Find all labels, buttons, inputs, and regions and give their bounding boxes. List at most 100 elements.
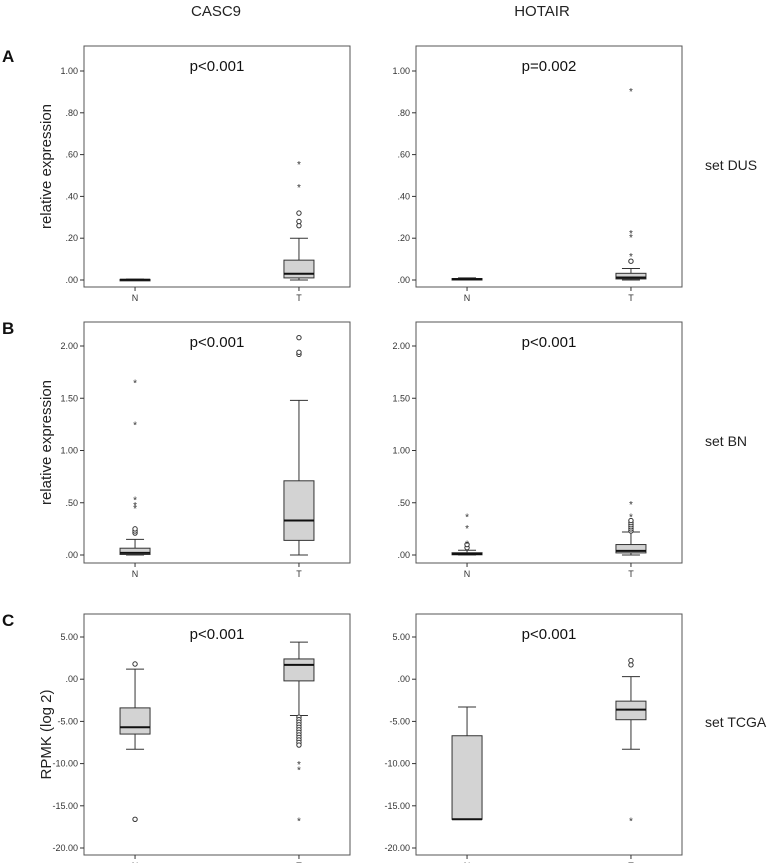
panel-letter-b: B xyxy=(2,319,14,338)
plot-frame xyxy=(415,613,683,856)
y-tick-label: .00 xyxy=(397,674,410,684)
box-iqr xyxy=(615,544,647,554)
extreme-point: * xyxy=(629,233,633,244)
box-iqr xyxy=(119,547,151,555)
extreme-point: * xyxy=(297,183,301,194)
y-tick-label: .00 xyxy=(397,550,410,560)
box-group-t: **** xyxy=(615,87,647,281)
panel-letter-c: C xyxy=(2,611,14,630)
x-tick-label: T xyxy=(296,569,302,579)
extreme-point: * xyxy=(629,512,633,523)
y-tick-label: -20.00 xyxy=(384,843,410,853)
set-label-bn: set BN xyxy=(705,433,747,449)
y-tick-label: 1.50 xyxy=(60,393,78,403)
extreme-point: * xyxy=(629,87,633,98)
column-title-casc9: CASC9 xyxy=(191,3,241,20)
plot-frame xyxy=(83,613,351,856)
y-tick-label: .00 xyxy=(397,275,410,285)
y-tick-label: .00 xyxy=(65,674,78,684)
panel-0: .00 .20 .40 .60 .80 1.00 relative expression p<… xyxy=(38,45,351,303)
outlier-point xyxy=(628,657,634,664)
box-iqr xyxy=(283,259,315,279)
plot-frame xyxy=(415,321,683,564)
box-group-t: ** xyxy=(615,500,647,556)
y-tick-label: 1.00 xyxy=(60,66,78,76)
x-tick-label: N xyxy=(132,861,139,863)
p-value-annotation: p=0.002 xyxy=(522,58,577,75)
outlier-point xyxy=(296,210,302,216)
panel-3: .00.501.001.502.00 p<0.001***N**T xyxy=(392,321,683,579)
extreme-point: * xyxy=(629,252,633,263)
y-tick-label: .20 xyxy=(397,233,410,243)
y-tick-label: .80 xyxy=(65,108,78,118)
y-tick-label: -10.00 xyxy=(52,759,78,769)
x-tick-label: N xyxy=(464,293,471,303)
box-iqr xyxy=(451,735,483,820)
y-tick-label: .20 xyxy=(65,233,78,243)
extreme-point: * xyxy=(133,379,137,390)
y-tick-label: 1.00 xyxy=(392,66,410,76)
box-group-n xyxy=(451,277,483,281)
box-group-n: *** xyxy=(451,512,483,556)
panel-letter-a: A xyxy=(2,47,14,66)
extreme-point: * xyxy=(465,512,469,523)
box-group-t: ** xyxy=(283,160,315,281)
y-tick-label: 5.00 xyxy=(392,632,410,642)
y-axis-label: relative expression xyxy=(38,380,55,505)
extreme-point: * xyxy=(629,816,633,827)
x-tick-label: N xyxy=(132,569,139,579)
y-tick-label: 1.00 xyxy=(392,446,410,456)
set-label-tcga: set TCGA xyxy=(705,714,767,730)
y-tick-label: .00 xyxy=(65,550,78,560)
outlier-point xyxy=(132,661,138,667)
x-tick-label: N xyxy=(132,293,139,303)
outlier-point xyxy=(132,526,138,532)
y-tick-label: .50 xyxy=(65,498,78,508)
x-tick-label: T xyxy=(628,569,634,579)
box-iqr xyxy=(283,658,315,682)
outlier-point xyxy=(296,218,302,225)
x-tick-label: T xyxy=(628,861,634,863)
y-tick-label: .50 xyxy=(397,498,410,508)
box-group-n xyxy=(451,706,483,821)
y-tick-label: 2.00 xyxy=(392,341,410,351)
extreme-point: * xyxy=(133,496,137,507)
y-tick-label: .60 xyxy=(397,150,410,160)
y-tick-label: 5.00 xyxy=(60,632,78,642)
extreme-point: * xyxy=(297,766,301,777)
y-tick-label: -5.00 xyxy=(389,716,410,726)
y-tick-label: .00 xyxy=(65,275,78,285)
x-tick-label: N xyxy=(464,569,471,579)
outlier-point xyxy=(132,816,138,823)
extreme-point: * xyxy=(465,524,469,535)
box-group-t: * xyxy=(615,657,647,827)
column-title-hotair: HOTAIR xyxy=(514,3,570,20)
extreme-point: * xyxy=(465,539,469,550)
box-iqr xyxy=(615,272,647,280)
y-tick-label: .80 xyxy=(397,108,410,118)
outlier-point xyxy=(628,517,634,524)
set-label-dus: set DUS xyxy=(705,157,757,173)
p-value-annotation: p<0.001 xyxy=(522,334,577,351)
extreme-point: * xyxy=(297,160,301,171)
panels: .00 .20 .40 .60 .80 1.00 relative expression p<… xyxy=(38,45,683,863)
y-axis-label: RPMK (log 2) xyxy=(38,689,55,779)
extreme-point: * xyxy=(133,504,137,515)
panel-5: -20.00 -15.00 -10.00 -5.00 .00 5.00 p<0.001 N * T xyxy=(384,613,683,863)
outlier-point xyxy=(296,742,302,748)
plot-frame xyxy=(415,45,683,288)
extreme-point: * xyxy=(629,500,633,511)
plot-frame xyxy=(83,321,351,564)
plot-frame xyxy=(83,45,351,288)
box-group-t xyxy=(283,334,315,556)
extreme-point: * xyxy=(297,816,301,827)
box-iqr xyxy=(283,480,315,541)
box-group-n xyxy=(119,661,151,823)
x-tick-label: T xyxy=(628,293,634,303)
y-tick-label: .60 xyxy=(65,150,78,160)
box-group-n: ***** xyxy=(119,379,151,556)
p-value-annotation: p<0.001 xyxy=(190,626,245,643)
p-value-annotation: p<0.001 xyxy=(190,334,245,351)
panel-2: .00 .50 1.00 1.50 2.00 relative expression p<0… xyxy=(38,321,351,579)
